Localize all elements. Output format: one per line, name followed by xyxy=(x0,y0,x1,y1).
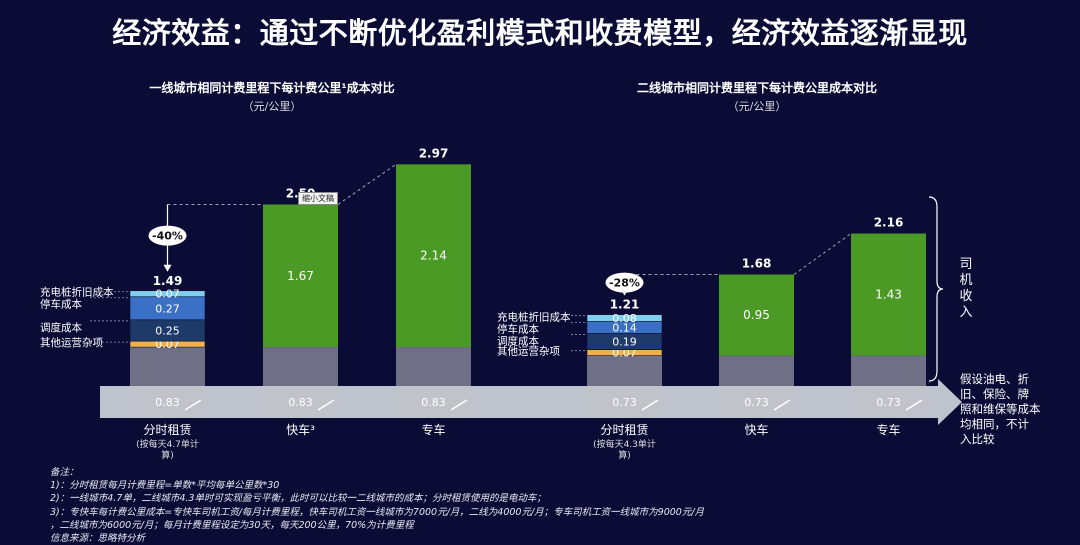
stack-segment xyxy=(586,314,663,322)
rental-total-label: 1.21 xyxy=(610,298,640,312)
category-label: 专车 xyxy=(876,422,900,437)
footnote-line: 3)：专快车每计费公里成本=专快车司机工资/每月计费里程，快车司机工资一线城市为… xyxy=(50,506,705,518)
footnote-line: 备注： xyxy=(50,467,79,478)
axis-break-mark xyxy=(317,399,335,411)
green-upper-bar xyxy=(719,274,794,356)
stack-legend-label: 其他运营杂项 xyxy=(40,336,103,349)
bar-base-segment xyxy=(719,355,794,418)
stack-segment-label: 0.25 xyxy=(155,324,180,337)
stack-segment xyxy=(129,290,206,298)
category-label: 专车 xyxy=(421,422,445,437)
comparison-guide-line xyxy=(793,233,852,275)
category-label: 快车 xyxy=(744,422,768,437)
stack-legend-label: 充电桩折旧成本 xyxy=(497,310,571,323)
chart-unit-label: （元/公里） xyxy=(243,100,302,113)
chart-title: 二线城市相同计费里程下每计费公里成本对比 xyxy=(637,80,877,95)
reduction-badge-label: -28% xyxy=(609,277,640,290)
green-upper-bar xyxy=(396,164,471,348)
category-subtitle: 算) xyxy=(618,449,631,461)
bar-base-segment xyxy=(851,355,926,418)
bar-base-label: 0.73 xyxy=(744,396,769,409)
driver-income-char: 司 xyxy=(959,257,972,272)
stack-legend-label: 其他运营杂项 xyxy=(497,345,560,358)
green-bar-label: 1.43 xyxy=(875,288,902,302)
driver-income-char: 机 xyxy=(959,273,972,288)
comparison-guide-line xyxy=(337,163,397,205)
bar-base-label: 0.83 xyxy=(288,396,313,409)
bar-total-label: 2.16 xyxy=(874,216,904,230)
category-label: 快车³ xyxy=(286,422,315,437)
bar-base-label: 0.73 xyxy=(612,396,637,409)
axis-break-mark xyxy=(184,399,202,411)
stack-segment-label: 0.19 xyxy=(612,336,637,349)
bar-total-label: 2.97 xyxy=(419,146,449,160)
slide-headline: 经济效益：通过不断优化盈利模式和收费模型，经济效益逐渐显现 xyxy=(112,16,968,50)
footnote-line: 信息来源：思略特分析 xyxy=(50,533,146,545)
base-note-line: 均相同，不计 xyxy=(960,417,1029,431)
stack-legend-label: 调度成本 xyxy=(497,334,539,347)
axis-break-mark xyxy=(905,399,923,411)
category-subtitle: 算) xyxy=(161,449,174,461)
axis-break-mark xyxy=(773,399,791,411)
green-upper-bar xyxy=(263,204,338,348)
footnote-line: 1)：分时租赁每月计费里程=单数*平均每单公里数*30 xyxy=(50,480,280,492)
base-note-line: 旧、保险、牌 xyxy=(960,387,1029,401)
reduction-arrow-head xyxy=(163,264,172,272)
rental-total-label: 1.49 xyxy=(153,274,183,288)
chart-unit-label: （元/公里） xyxy=(728,100,787,113)
footnotes: 备注： 1)：分时租赁每月计费里程=单数*平均每单公里数*30 2)：一线城市4… xyxy=(50,466,810,545)
green-bar-label: 1.67 xyxy=(287,269,314,283)
green-bar-label: 2.14 xyxy=(420,249,447,263)
bar-base-label: 0.73 xyxy=(876,396,901,409)
stack-segment-label: 0.27 xyxy=(155,302,180,315)
shrink-document-tooltip[interactable]: 缩小文稿 xyxy=(298,192,338,205)
category-subtitle: (按每天4.3单计 xyxy=(593,438,656,450)
footnote-line: 2)：一线城市4.7单，二线城市4.3单时可实现盈亏平衡，此时可以比较一二线城市… xyxy=(50,493,546,505)
driver-income-char: 收 xyxy=(959,289,972,304)
stack-legend-label: 停车成本 xyxy=(40,298,82,311)
chart-title: 一线城市相同计费里程下每计费公里¹成本对比 xyxy=(149,80,394,95)
reduction-badge xyxy=(605,272,644,293)
green-upper-bar xyxy=(851,233,926,356)
bar-base-label: 0.83 xyxy=(421,396,446,409)
reduction-badge-label: -40% xyxy=(152,230,183,243)
bar-base-segment xyxy=(587,355,662,418)
category-label: 分时租赁 xyxy=(143,423,191,437)
category-label: 分时租赁 xyxy=(600,423,648,437)
stack-legend-label: 充电桩折旧成本 xyxy=(40,286,114,299)
base-note-line: 入比较 xyxy=(960,432,995,446)
category-subtitle: (按每天4.7单计 xyxy=(136,438,199,450)
axis-break-mark xyxy=(641,399,659,411)
bar-total-label: 1.68 xyxy=(742,257,772,271)
base-note-line: 假设油电、折 xyxy=(960,372,1029,386)
driver-income-brace xyxy=(928,196,944,382)
stack-segment-label: 0.14 xyxy=(612,321,637,334)
footnote-line: ，二线城市为6000元/月；每月计费里程设定为30天，每天200公里，70%为计… xyxy=(50,519,414,531)
green-bar-label: 0.95 xyxy=(743,308,770,322)
bar-base-label: 0.83 xyxy=(155,396,180,409)
stack-segment-label: 0.07 xyxy=(155,288,180,301)
base-cost-arrow-band xyxy=(100,379,962,425)
stack-legend-label: 调度成本 xyxy=(40,321,82,334)
base-note-line: 照和维保等成本 xyxy=(960,402,1041,416)
stack-segment-label: 0.08 xyxy=(612,312,637,325)
stack-legend-label: 停车成本 xyxy=(497,322,539,335)
axis-break-mark xyxy=(450,399,468,411)
driver-income-char: 入 xyxy=(959,305,972,320)
reduction-badge xyxy=(148,225,187,246)
